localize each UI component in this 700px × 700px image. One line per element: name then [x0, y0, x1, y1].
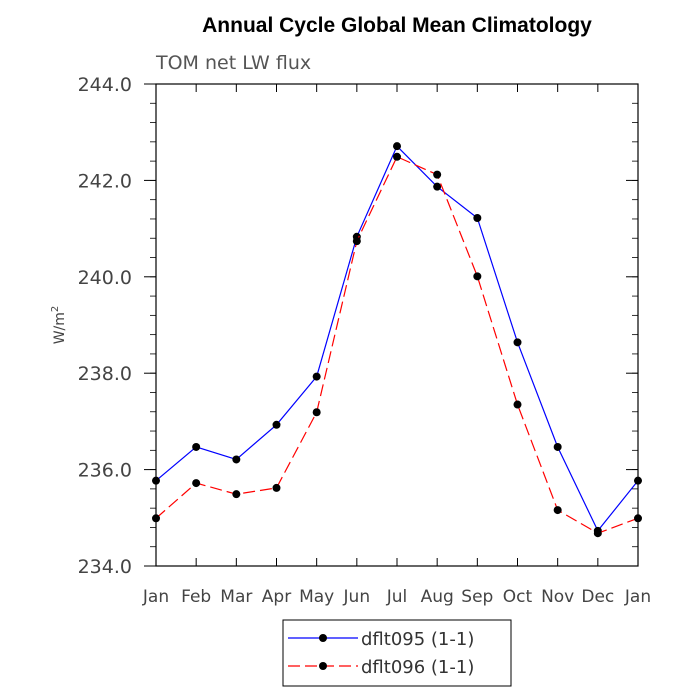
data-point: [433, 170, 442, 179]
data-point: [473, 272, 482, 281]
y-axis-label: W/m2: [50, 306, 68, 345]
y-tick-label: 240.0: [78, 267, 132, 289]
data-point: [634, 476, 642, 485]
legend: dflt095 (1-1) dflt096 (1-1): [282, 619, 512, 687]
x-tick-label: Jan: [624, 587, 651, 607]
data-point: [312, 372, 321, 381]
y-tick-label: 242.0: [78, 170, 132, 192]
data-point: [634, 514, 642, 523]
data-point: [312, 408, 321, 417]
legend-box: [282, 619, 512, 687]
y-axis-label-superscript: 2: [50, 306, 61, 312]
series-1: [152, 142, 642, 535]
data-point: [473, 213, 482, 222]
legend-marker: [319, 634, 327, 642]
data-point: [232, 490, 241, 499]
data-point: [393, 152, 401, 161]
data-point: [152, 514, 160, 523]
data-point: [152, 476, 160, 485]
data-point: [593, 529, 602, 538]
x-tick-label: Apr: [262, 587, 291, 607]
x-tick-label: Oct: [503, 587, 533, 607]
series-2: [152, 152, 642, 538]
data-point: [553, 506, 562, 515]
data-point: [553, 442, 562, 451]
x-tick-label: Jan: [142, 587, 169, 607]
y-tick-label: 234.0: [78, 556, 132, 578]
x-tick-label: Mar: [220, 587, 252, 607]
series-line: [155, 145, 639, 532]
x-tick-label: Aug: [421, 587, 454, 607]
y-tick-label: 236.0: [78, 460, 132, 482]
chart-title: Annual Cycle Global Mean Climatology: [202, 14, 592, 37]
y-tick-label: 238.0: [78, 363, 132, 385]
y-tick-label: 244.0: [78, 74, 132, 96]
x-tick-label: Jun: [343, 587, 371, 607]
x-tick-label: May: [299, 587, 334, 607]
data-point: [393, 142, 401, 151]
chart-subtitle: TOM net LW flux: [155, 52, 311, 74]
data-point: [352, 237, 361, 246]
x-tick-label: Nov: [541, 587, 574, 607]
data-point: [513, 338, 522, 347]
data-point: [192, 479, 201, 488]
x-tick-label: Dec: [581, 587, 614, 607]
data-point: [513, 400, 522, 409]
data-point: [232, 455, 241, 464]
data-point: [192, 442, 201, 451]
legend-marker: [319, 662, 327, 670]
y-axis-label-text: W/m: [52, 312, 68, 344]
legend-label: dflt095 (1-1): [361, 629, 474, 650]
y-tick-labels: 234.0 236.0 238.0 240.0 242.0 244.0: [78, 74, 132, 578]
data-point: [272, 420, 281, 429]
x-tick-labels: Jan Feb Mar Apr May Jun Jul Aug Sep Oct Nov Dec Jan: [142, 587, 651, 607]
x-tick-label: Feb: [181, 587, 211, 607]
series-line: [155, 155, 639, 534]
data-point: [433, 182, 442, 191]
x-tick-label: Jul: [386, 587, 408, 607]
legend-label: dflt096 (1-1): [361, 657, 474, 678]
series-layer: [152, 142, 642, 538]
x-tick-label: Sep: [461, 587, 493, 607]
axis-ticks: [144, 83, 639, 567]
data-point: [272, 483, 281, 492]
